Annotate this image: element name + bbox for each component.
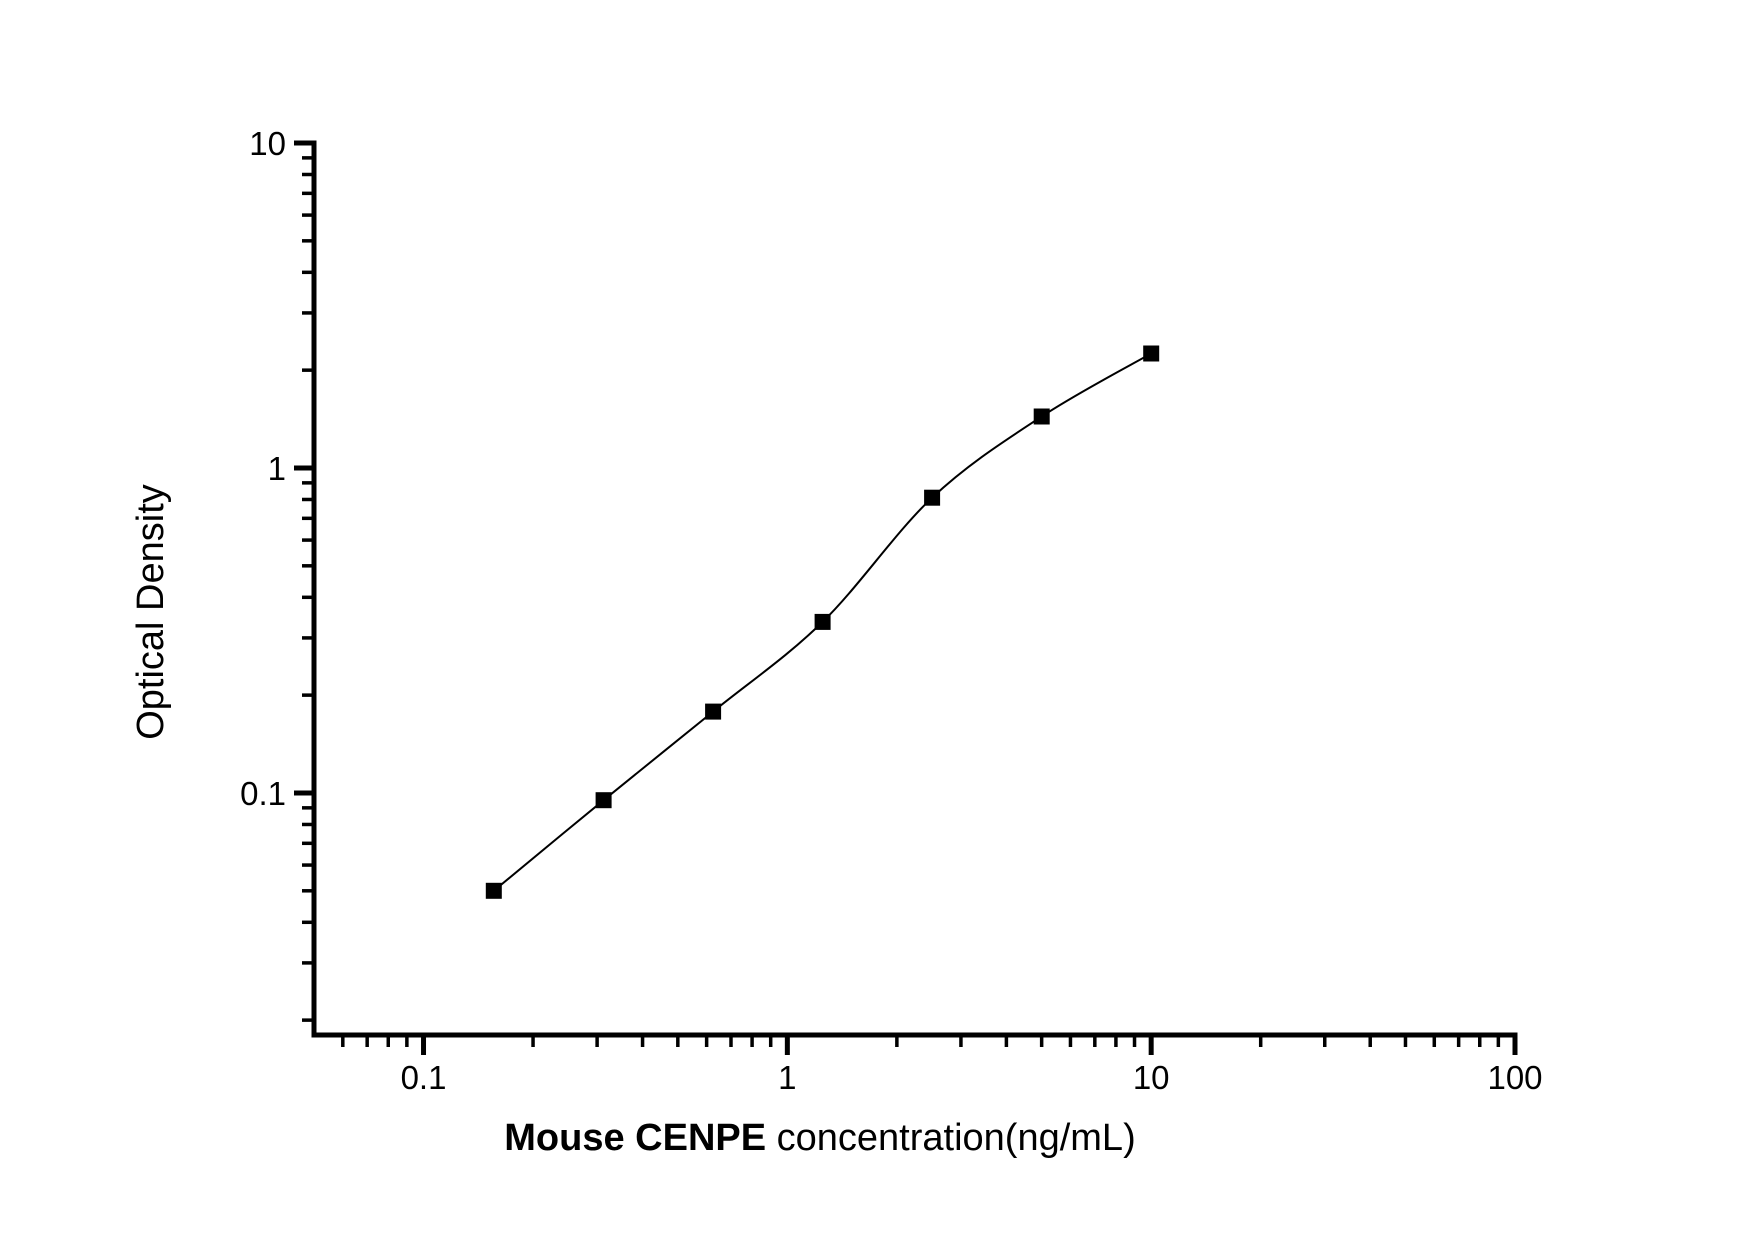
data-point-marker — [485, 882, 502, 899]
y-tick-label: 0.1 — [240, 775, 286, 812]
x-axis-title: Mouse CENPE concentration(ng/mL) — [504, 1117, 1135, 1159]
data-point-marker — [595, 792, 612, 809]
data-point-marker — [705, 703, 722, 720]
x-tick-label: 0.1 — [401, 1059, 447, 1096]
x-axis-title-regular-part: concentration(ng/mL) — [766, 1117, 1136, 1159]
data-point-marker — [814, 613, 831, 630]
x-tick-label: 10 — [1133, 1059, 1170, 1096]
data-point-marker — [924, 489, 941, 506]
chart-render-layer: 0.1 1 10 100 0.1 1 10 — [240, 125, 1542, 1096]
x-axis-title-bold-part: Mouse CENPE — [504, 1117, 766, 1159]
data-point-marker — [1143, 345, 1160, 362]
data-point-marker — [1033, 408, 1050, 425]
x-tick-label: 1 — [778, 1059, 796, 1096]
y-tick-label: 10 — [249, 125, 286, 162]
y-tick-label: 1 — [268, 450, 286, 487]
y-axis-title: Optical Density — [130, 484, 172, 740]
x-tick-label: 100 — [1487, 1059, 1542, 1096]
